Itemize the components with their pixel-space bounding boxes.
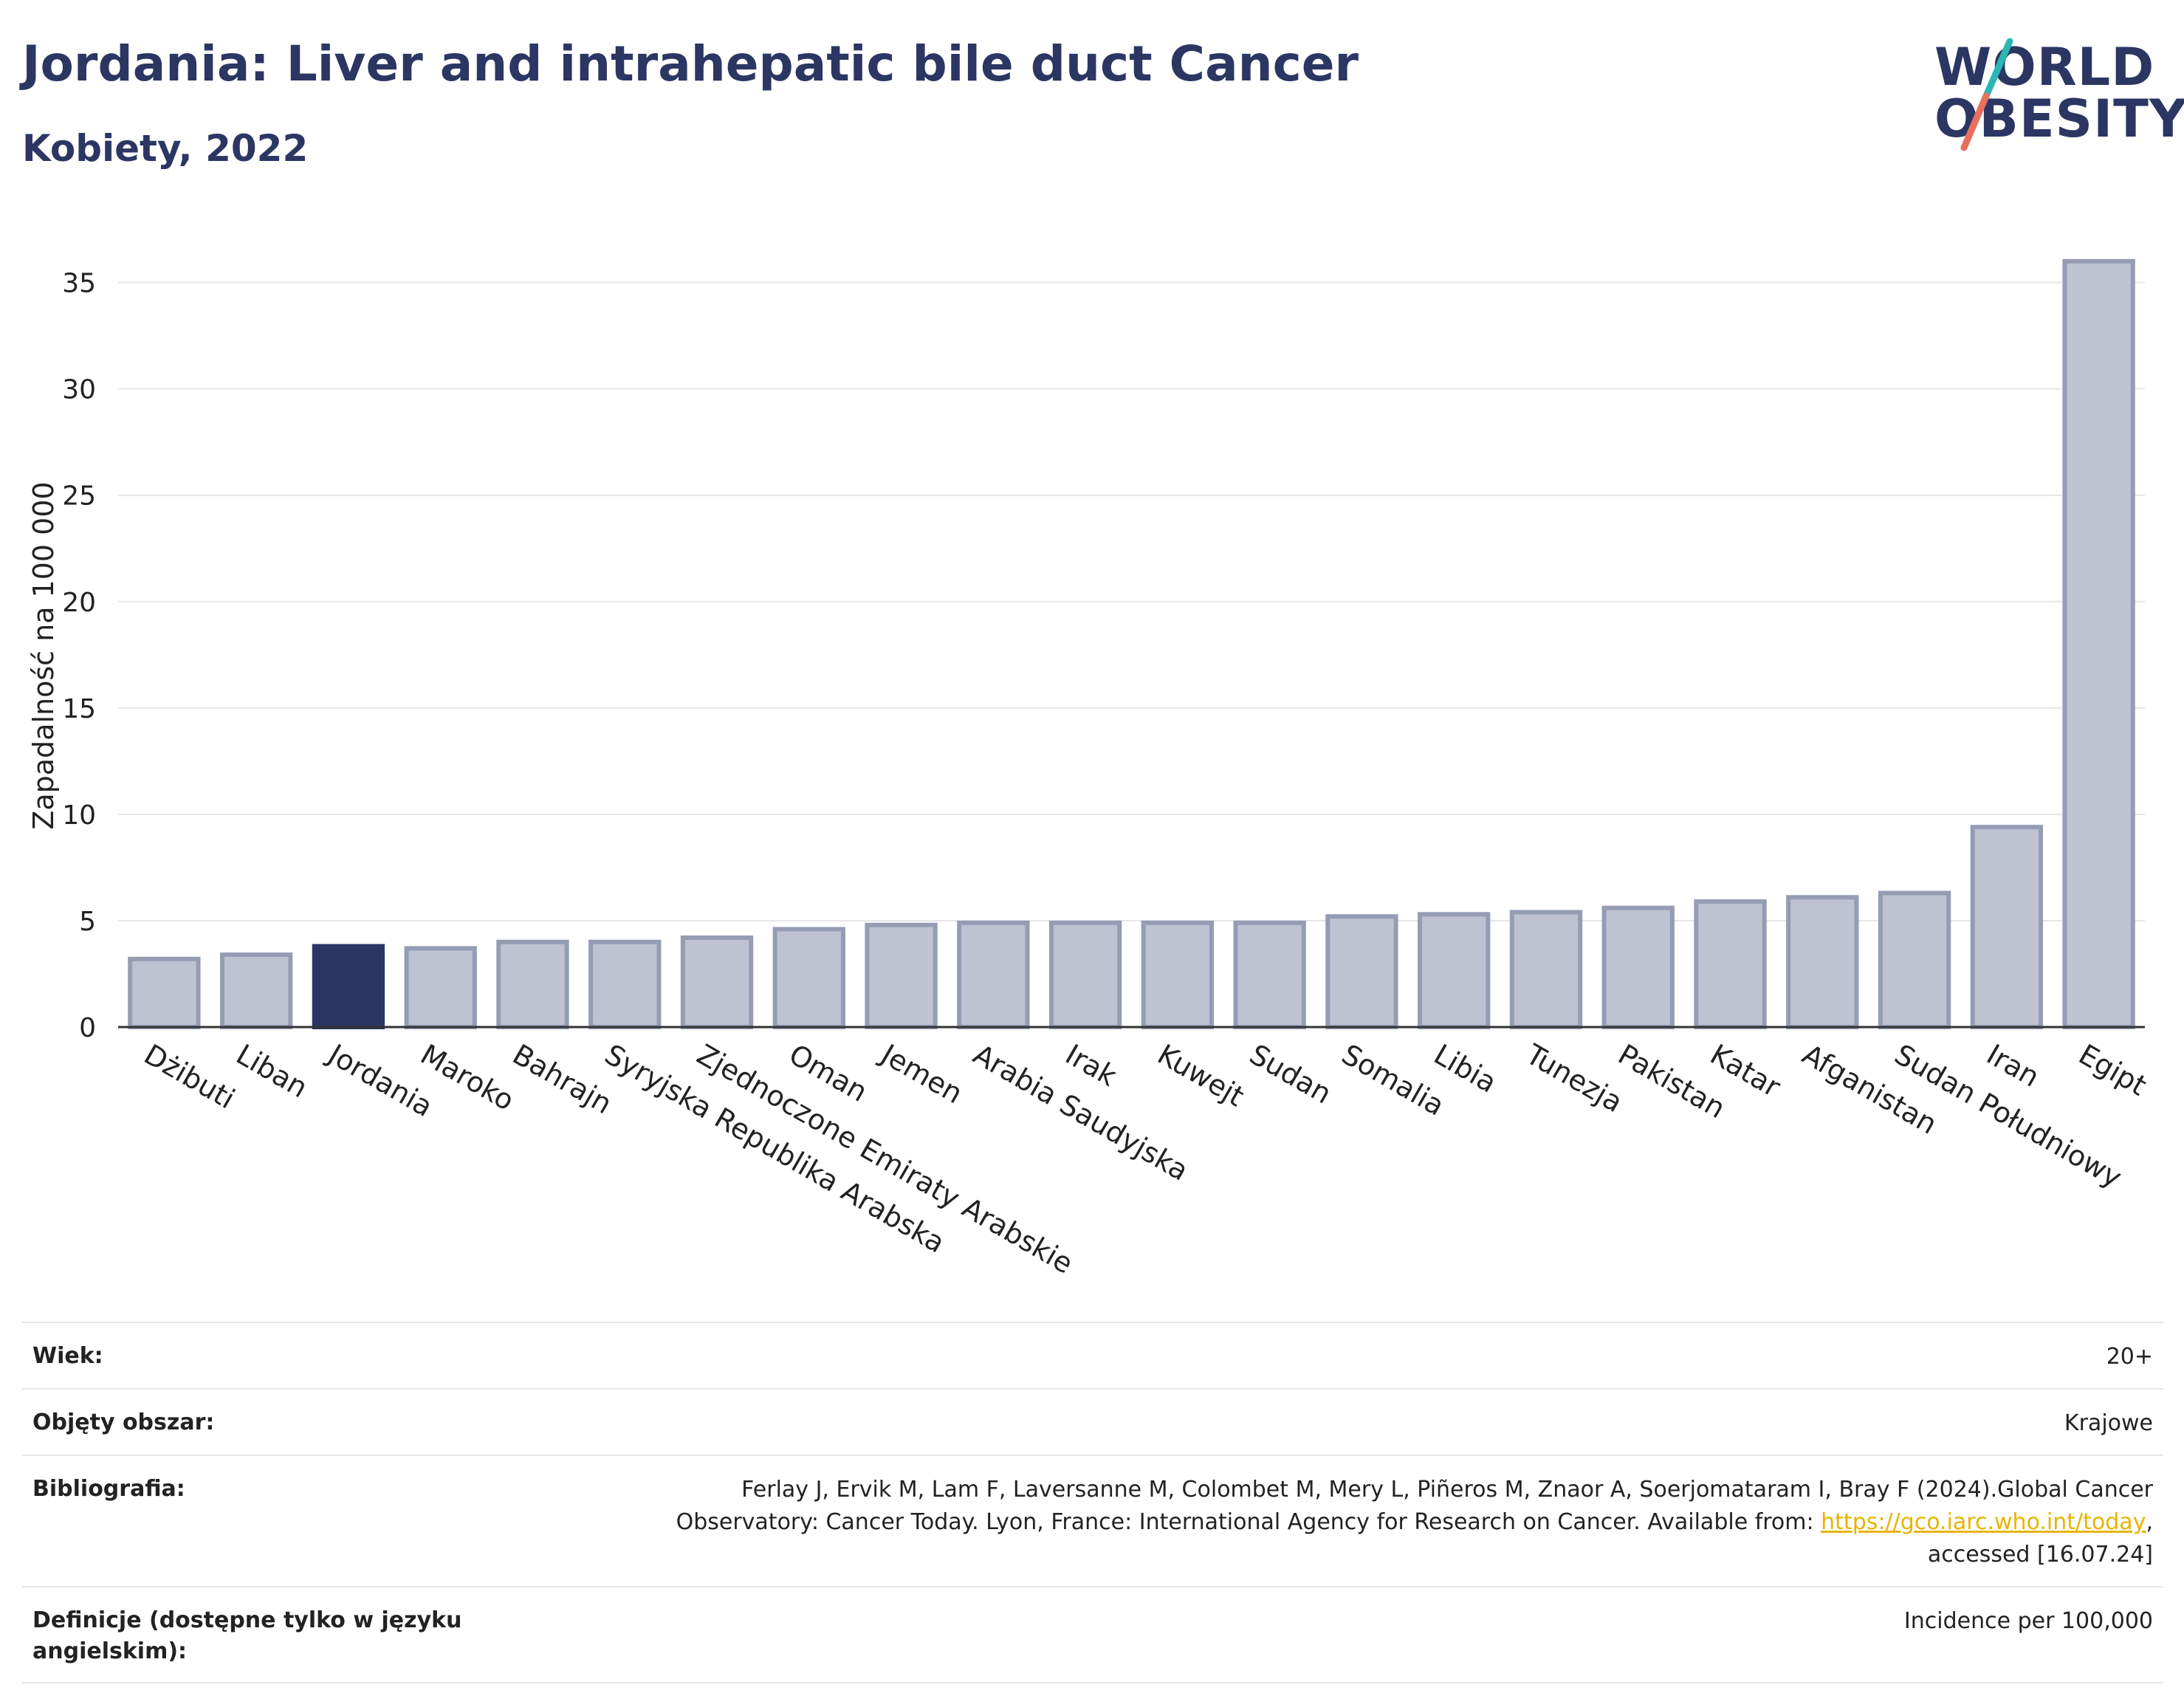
y-tick-label: 15 <box>62 694 96 724</box>
bar-syryjska-republika-arabska <box>588 939 662 1030</box>
meta-label: Wiek: <box>32 1343 103 1369</box>
bar-zjednoczone-emiraty-arabskie <box>680 935 754 1029</box>
meta-label: Objęty obszar: <box>32 1410 215 1435</box>
bar-sudan-południowy <box>1878 890 1951 1029</box>
x-tick-label: Sudan <box>1244 1038 1337 1110</box>
meta-value: 20+ <box>2106 1344 2153 1370</box>
meta-row-definitions: Definicje (dostępne tylko w języku angie… <box>22 1586 2163 1683</box>
bar-irak <box>1048 920 1122 1029</box>
x-tick-label: Liban <box>231 1038 313 1105</box>
y-axis-ticks: 0 5 10 15 20 25 30 35 <box>62 269 96 1043</box>
y-tick-label: 30 <box>62 375 96 405</box>
bar-somalia <box>1325 914 1398 1029</box>
meta-label: Bibliografia: <box>32 1476 185 1502</box>
bar-tunezja <box>1509 910 1583 1030</box>
x-tick-label: Tunezja <box>1520 1037 1629 1119</box>
bar-iran <box>1970 825 2044 1030</box>
bar-liban <box>219 952 293 1029</box>
bar-maroko <box>404 946 477 1030</box>
x-tick-label: Jordania <box>322 1037 439 1123</box>
bar-katar <box>1694 899 1767 1030</box>
y-tick-label: 10 <box>62 800 96 831</box>
x-tick-label: Irak <box>1060 1038 1122 1093</box>
logo-slash-icon <box>1960 38 2013 151</box>
meta-value: Krajowe <box>2064 1410 2153 1436</box>
x-tick-label: Kuwejt <box>1152 1038 1249 1113</box>
bar-pakistan <box>1601 905 1675 1030</box>
bar-kuwejt <box>1141 920 1215 1029</box>
bar-afganistan <box>1786 895 1859 1029</box>
x-tick-label: Iran <box>1981 1038 2044 1094</box>
bar-sudan <box>1233 920 1306 1029</box>
bars <box>128 258 2135 1030</box>
bar-bahrajn <box>496 939 569 1030</box>
page-title: Jordania: Liver and intrahepatic bile du… <box>22 35 1359 92</box>
meta-row-bibliography: Bibliografia: Ferlay J, Ervik M, Lam F, … <box>22 1455 2163 1586</box>
bar-libia <box>1418 912 1491 1029</box>
y-tick-label: 0 <box>79 1013 96 1043</box>
x-tick-label: Egipt <box>2073 1038 2152 1102</box>
bar-arabia-saudyjska <box>957 920 1030 1029</box>
gridlines <box>118 281 2145 921</box>
x-tick-label: Jemen <box>874 1037 968 1110</box>
bar-egipt <box>2062 258 2135 1030</box>
y-tick-label: 20 <box>62 588 96 618</box>
world-obesity-logo: WORLD OBESITY <box>1927 30 2184 162</box>
bar-oman <box>772 927 845 1029</box>
meta-value: Incidence per 100,000 <box>1903 1608 2153 1634</box>
meta-value: Ferlay J, Ervik M, Lam F, Laversanne M, … <box>602 1474 2153 1571</box>
metadata-table: Wiek: 20+ Objęty obszar: Krajowe Bibliog… <box>22 1322 2163 1683</box>
source-link[interactable]: https://gco.iarc.who.int/today <box>1821 1509 2146 1535</box>
bibliography-text: Ferlay J, Ervik M, Lam F, Laversanne M, … <box>676 1477 2153 1535</box>
y-tick-label: 5 <box>79 907 96 937</box>
meta-row-age: Wiek: 20+ <box>22 1322 2163 1388</box>
page-subtitle: Kobiety, 2022 <box>22 127 309 170</box>
x-tick-label: Dżibuti <box>139 1038 241 1116</box>
y-tick-label: 25 <box>62 481 96 512</box>
y-axis-label: Zapadalność na 100 000 <box>27 481 60 829</box>
bar-jordania <box>312 944 385 1029</box>
logo-line1: WORLD <box>1934 37 2155 97</box>
bar-dżibuti <box>128 956 201 1030</box>
meta-label: Definicje (dostępne tylko w języku angie… <box>32 1607 462 1664</box>
x-tick-label: Somalia <box>1336 1038 1450 1122</box>
x-tick-label: Bahrajn <box>507 1038 617 1121</box>
bar-jemen <box>865 922 938 1030</box>
bibliography-accessed: , accessed [16.07.24] <box>1927 1509 2153 1568</box>
y-tick-label: 35 <box>62 269 96 299</box>
meta-row-area: Objęty obszar: Krajowe <box>22 1388 2163 1455</box>
